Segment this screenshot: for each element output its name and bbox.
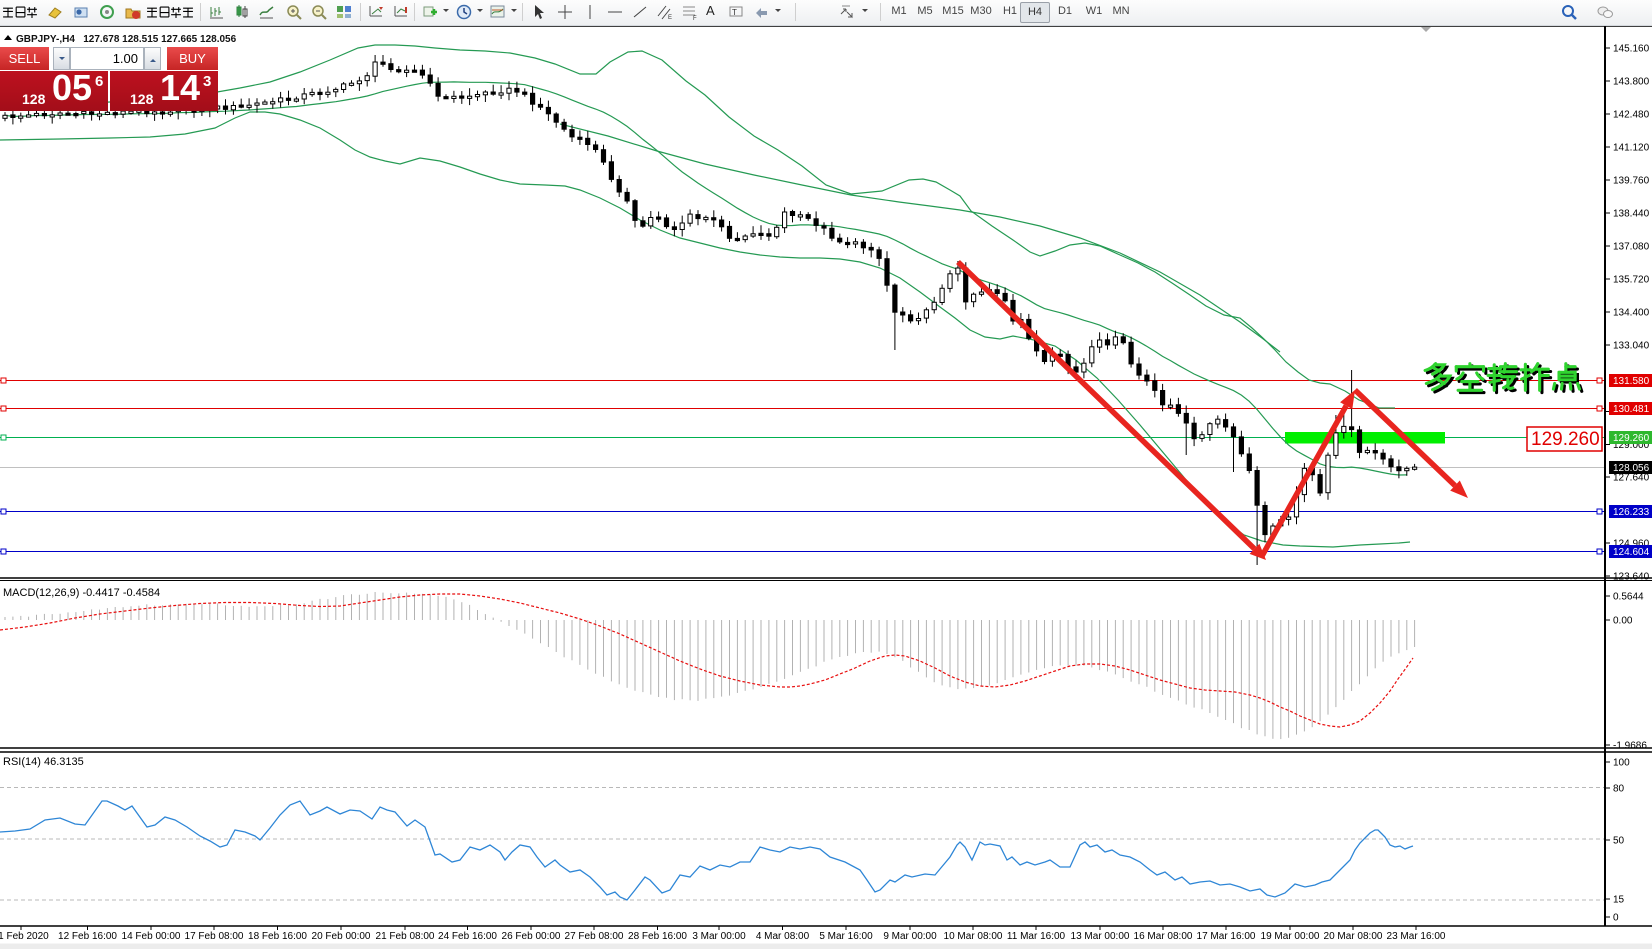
svg-text:27 Feb 08:00: 27 Feb 08:00 [565,931,624,942]
svg-text:137.080: 137.080 [1613,242,1650,253]
svg-text:129.000: 129.000 [1613,440,1650,451]
svg-text:129.260: 129.260 [1613,433,1650,444]
svg-text:50: 50 [1613,836,1625,847]
svg-text:139.760: 139.760 [1613,176,1650,187]
svg-text:18 Feb 16:00: 18 Feb 16:00 [248,931,307,942]
svg-text:11 Feb 2020: 11 Feb 2020 [0,931,49,942]
svg-text:20 Feb 00:00: 20 Feb 00:00 [312,931,371,942]
svg-text:-1.9686: -1.9686 [1613,741,1647,752]
svg-text:143.800: 143.800 [1613,77,1650,88]
svg-text:142.480: 142.480 [1613,110,1650,121]
svg-text:MACD(12,26,9) -0.4417 -0.4584: MACD(12,26,9) -0.4417 -0.4584 [3,587,160,599]
svg-text:141.120: 141.120 [1613,143,1650,154]
svg-text:80: 80 [1613,784,1625,795]
svg-text:130.481: 130.481 [1613,404,1650,415]
svg-text:145.160: 145.160 [1613,44,1650,55]
svg-text:0: 0 [1613,913,1619,924]
svg-text:135.720: 135.720 [1613,275,1650,286]
svg-text:RSI(14) 46.3135: RSI(14) 46.3135 [3,756,84,768]
svg-text:131.580: 131.580 [1613,376,1650,387]
svg-text:127.640: 127.640 [1613,473,1650,484]
svg-text:4 Mar 08:00: 4 Mar 08:00 [756,931,810,942]
svg-text:T: T [732,8,737,17]
svg-text:15: 15 [1613,895,1625,906]
svg-text:13 Mar 00:00: 13 Mar 00:00 [1071,931,1130,942]
svg-text:100: 100 [1613,758,1630,769]
svg-text:10 Mar 08:00: 10 Mar 08:00 [944,931,1003,942]
svg-text:GBPJPY-,H4 127.678 128.515 1: GBPJPY-,H4 127.678 128.515 127.665 128.0… [16,34,237,45]
svg-text:129.260: 129.260 [1531,429,1600,450]
svg-text:126.233: 126.233 [1613,507,1650,518]
svg-text:17 Feb 08:00: 17 Feb 08:00 [185,931,244,942]
svg-text:17 Mar 16:00: 17 Mar 16:00 [1197,931,1256,942]
svg-text:134.400: 134.400 [1613,308,1650,319]
svg-text:24 Feb 16:00: 24 Feb 16:00 [438,931,497,942]
svg-text:11 Mar 16:00: 11 Mar 16:00 [1007,931,1066,942]
svg-text:138.440: 138.440 [1613,209,1650,220]
svg-text:14 Feb 00:00: 14 Feb 00:00 [122,931,181,942]
svg-text:23 Mar 16:00: 23 Mar 16:00 [1387,931,1446,942]
svg-text:28 Feb 16:00: 28 Feb 16:00 [628,931,687,942]
svg-text:19 Mar 00:00: 19 Mar 00:00 [1261,931,1320,942]
svg-text:F: F [693,16,697,21]
svg-text:26 Feb 00:00: 26 Feb 00:00 [502,931,561,942]
svg-text:21 Feb 08:00: 21 Feb 08:00 [376,931,435,942]
svg-text:124.960: 124.960 [1613,539,1650,550]
svg-text:16 Mar 08:00: 16 Mar 08:00 [1134,931,1193,942]
svg-text:124.604: 124.604 [1613,547,1650,558]
svg-text:E: E [668,15,672,21]
svg-text:0.00: 0.00 [1613,616,1633,627]
svg-text:9 Mar 00:00: 9 Mar 00:00 [883,931,937,942]
svg-text:123.640: 123.640 [1613,572,1650,583]
svg-text:128.056: 128.056 [1613,463,1650,474]
svg-text:3 Mar 00:00: 3 Mar 00:00 [692,931,746,942]
svg-text:5 Mar 16:00: 5 Mar 16:00 [819,931,873,942]
svg-text:20 Mar 08:00: 20 Mar 08:00 [1324,931,1383,942]
svg-text:0.5644: 0.5644 [1613,592,1644,603]
svg-text:12 Feb 16:00: 12 Feb 16:00 [58,931,117,942]
svg-text:133.040: 133.040 [1613,341,1650,352]
